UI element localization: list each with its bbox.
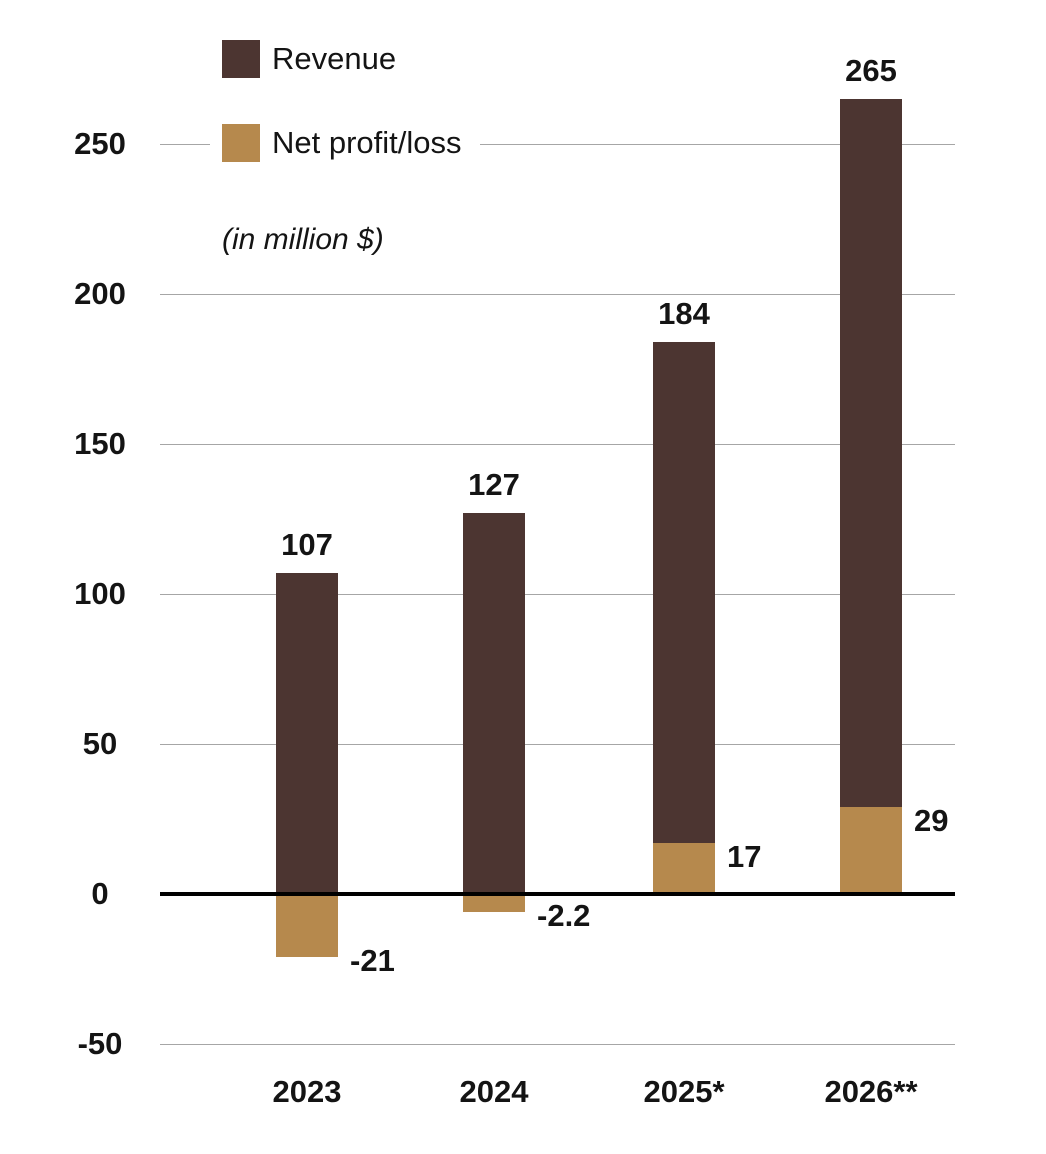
gridline [160,143,955,145]
revenue-value-label: 107 [281,527,333,562]
revenue-legend-swatch [222,40,260,78]
y-axis-tick-label: 100 [74,576,126,611]
gridline [160,443,955,445]
x-axis-category-label: 2023 [272,1074,342,1109]
net-profit-value-label: 17 [727,839,762,874]
unit-note: (in million $) [222,223,384,256]
zero-axis-line [160,892,955,896]
revenue-value-label: 184 [658,296,710,331]
x-axis-category-label: 2025* [643,1074,725,1109]
bar-revenue-2024 [463,513,525,894]
x-axis-category-label: 2024 [459,1074,529,1109]
revenue-value-label: 127 [468,467,520,502]
y-axis-tick-label: 0 [91,876,109,911]
bar-net-profit-2025* [653,843,715,894]
legend-item-revenue: Revenue [210,36,415,82]
gridline [160,1043,955,1045]
y-axis-tick-label: 150 [74,426,126,461]
gridline [160,293,955,295]
revenue-legend-label: Revenue [272,41,397,76]
bar-revenue-2023 [276,573,338,894]
net-profit-legend-label: Net profit/loss [272,125,462,160]
legend-item-net-profit-loss: Net profit/loss [210,120,480,166]
bar-net-profit-2024 [463,894,525,912]
y-axis-tick-label: 250 [74,126,126,161]
gridline [160,593,955,595]
bar-revenue-2026** [840,99,902,894]
revenue-value-label: 265 [845,53,897,88]
net-profit-value-label: -2.2 [537,898,591,933]
net-profit-value-label: 29 [914,803,949,838]
net-profit-value-label: -21 [350,943,395,978]
bar-revenue-2025* [653,342,715,894]
bar-net-profit-2026** [840,807,902,894]
net-profit-legend-swatch [222,124,260,162]
y-axis-tick-label: -50 [77,1026,123,1061]
gridline [160,743,955,745]
y-axis-tick-label: 50 [82,726,118,761]
chart-legend: Revenue Net profit/loss (in million $) [210,36,480,258]
y-axis-tick-label: 200 [74,276,126,311]
bar-net-profit-2023 [276,894,338,957]
x-axis-category-label: 2026** [824,1074,918,1109]
